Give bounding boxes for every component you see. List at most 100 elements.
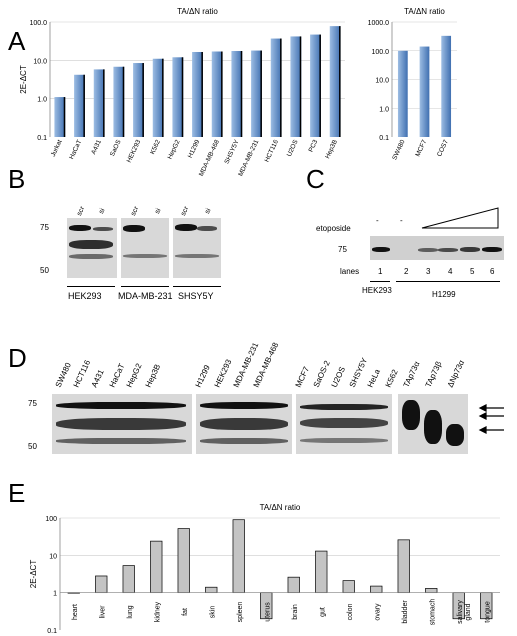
chart-0-bar-12 — [290, 36, 302, 138]
chart-0-xtick-1: HaCaT — [68, 139, 83, 161]
chart-2-xtick-10: colon — [347, 604, 354, 621]
chart-2-xtick-4: fat — [182, 608, 189, 616]
blot-d-marker-75: 75 — [28, 399, 37, 408]
chart-0-bar-8 — [211, 51, 223, 137]
blot-b-strip-hek293 — [67, 218, 117, 278]
blot-c-strip — [370, 236, 504, 260]
blot-b-underline-shsy5y — [173, 286, 221, 287]
chart-0-xtick-0: Jurkat — [50, 139, 64, 158]
blot-d-lane-7: HEK293 — [213, 358, 234, 389]
chart-1-ytick-4: 1000.0 — [368, 20, 390, 27]
blot-c-lane-4: 4 — [448, 267, 453, 276]
blot-d-marker-50: 50 — [28, 442, 37, 451]
chart-2-bar-9 — [315, 550, 328, 594]
chart-1-xtick-1: MCF7 — [414, 139, 428, 158]
chart-2-bar-6 — [232, 519, 245, 594]
chart-0-bar-10 — [251, 50, 262, 138]
chart-0-title: TA/ΔN ratio — [177, 7, 218, 16]
chart-0-ytick-3: 100.0 — [29, 20, 47, 27]
blot-c-group-hek293: HEK293 — [362, 286, 392, 295]
chart-0-bar-2 — [93, 69, 105, 137]
blot-b-group-hek293: HEK293 — [68, 291, 102, 301]
blot-b-group-mdamb231: MDA-MB-231 — [118, 291, 173, 301]
chart-0-bar-6 — [172, 57, 184, 138]
chart-2-bar-5 — [205, 586, 218, 594]
chart-1-bar-1 — [419, 46, 430, 137]
chart-1-bar-0 — [397, 50, 408, 137]
blot-d-lane-6: H1299 — [194, 363, 212, 389]
chart-0-bar-9 — [231, 51, 243, 137]
chart-2-bar-13 — [425, 588, 438, 594]
panel-letter-a: A — [8, 26, 26, 56]
blot-d-lane-18: ΔNp73α — [446, 358, 467, 389]
panel-letter-d: D — [8, 343, 27, 373]
chart-2-title: TA/ΔN ratio — [260, 503, 301, 512]
chart-2-xtick-1: liver — [99, 605, 106, 619]
blot-c-etoposide: etoposide — [316, 224, 351, 233]
chart-2-xtick-12: bladder — [402, 600, 409, 624]
blot-d-lane-17: TAp73β — [424, 360, 444, 389]
blot-c-group-h1299: H1299 — [432, 290, 456, 299]
chart-0-xtick-9: SHSY5Y — [223, 138, 240, 165]
blot-b-marker-75: 75 — [40, 223, 49, 232]
blot-d-lane-4: HepG2 — [125, 362, 144, 389]
chart-2-xtick-5: skin — [209, 606, 216, 619]
chart-2-ylabel: 2E-ΔCT — [29, 560, 38, 589]
blot-d-strip-1 — [52, 394, 192, 454]
chart-0-ylabel: 2E-ΔCT — [19, 65, 28, 94]
chart-2-xtick-0: heart — [72, 604, 79, 620]
blot-c-dash-2: - — [400, 216, 403, 225]
blot-d-lane-2: A431 — [90, 368, 106, 389]
chart-2-bar-11 — [370, 585, 383, 594]
chart-2-xtick-14-b: gland — [465, 603, 472, 620]
chart-0-bar-5 — [152, 58, 164, 137]
blot-b-underline-hek293 — [67, 286, 115, 287]
chart-2-bar-3 — [150, 540, 163, 594]
chart-2-xtick-3: kidney — [154, 601, 161, 622]
chart-0-xtick-6: HepG2 — [167, 139, 182, 161]
chart-0-bar-14 — [329, 26, 341, 137]
chart-0-xtick-13: PC3 — [308, 139, 320, 154]
chart-2-bar-2 — [122, 565, 135, 594]
chart-1-ytick-1: 1.0 — [379, 106, 389, 113]
chart-0-bar-1 — [74, 74, 85, 137]
chart-0-xtick-4: HEK293 — [126, 139, 143, 164]
chart-0-ytick-1: 1.0 — [37, 97, 47, 104]
chart-2-bar-8 — [287, 576, 300, 594]
chart-0-xtick-11: HCT116 — [264, 139, 281, 164]
chart-2-xtick-15: tongue — [484, 601, 491, 623]
chart-0-xtick-5: K562 — [149, 139, 162, 156]
chart-0-bar-11 — [270, 38, 282, 137]
chart-2-xtick-14: salivary — [457, 600, 464, 624]
chart-0-xtick-3: SaOS — [109, 138, 123, 157]
blot-d-lane-12: U2OS — [330, 365, 347, 389]
chart-2-xtick-8: brain — [292, 604, 299, 620]
chart-0-ytick-0: 0.1 — [37, 135, 47, 142]
blot-d-lane-16: TAp73α — [402, 360, 422, 389]
blot-d-strip-2 — [196, 394, 292, 454]
blot-c-lane-2: 2 — [404, 267, 409, 276]
chart-1-bar-2 — [441, 35, 452, 137]
blot-c-marker-75: 75 — [338, 245, 347, 254]
chart-0-xtick-2: A431 — [90, 139, 103, 156]
chart-1-title: TA/ΔN ratio — [404, 7, 445, 16]
blot-d-lane-15: K562 — [384, 368, 400, 389]
chart-0-xtick-8: MDA-MB-468 — [198, 139, 221, 178]
chart-0-bar-4 — [133, 63, 144, 137]
blot-d-strip-3 — [296, 394, 392, 454]
chart-2-xtick-7: uterus — [264, 602, 271, 622]
blot-c-lane-1: 1 — [378, 267, 383, 276]
blot-c-underline-h1299 — [396, 281, 500, 282]
chart-0-xtick-12: U2OS — [286, 138, 300, 158]
chart-2-bar-12 — [397, 539, 410, 594]
blot-c-lane-3: 3 — [426, 267, 431, 276]
chart-1-ytick-3: 100.0 — [371, 49, 389, 56]
chart-2-xtick-2: lung — [127, 605, 134, 618]
chart-0-xtick-7: H1299 — [187, 139, 202, 160]
panel-letter-e: E — [8, 478, 26, 508]
blot-b-strip-shsy5y — [173, 218, 221, 278]
blot-d-strip-4 — [398, 394, 468, 454]
blot-d-lane-0: SW480 — [54, 361, 73, 389]
chart-0-ytick-2: 10.0 — [33, 58, 47, 65]
